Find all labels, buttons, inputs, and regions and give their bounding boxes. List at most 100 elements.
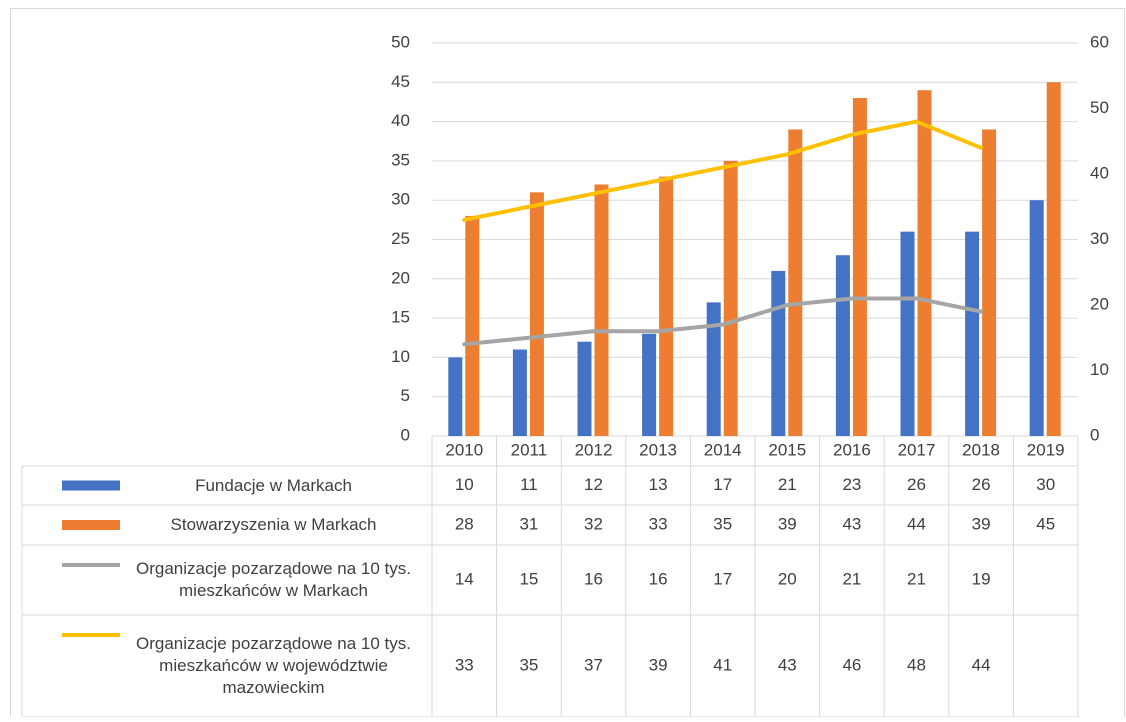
- table-value: 21: [778, 475, 797, 494]
- legend-label-box: Stowarzyszenia w Markach: [170, 515, 377, 534]
- legend-label-box: Fundacje w Markach: [195, 475, 352, 495]
- x-tick-label: 2019: [1027, 440, 1065, 459]
- table-value: 43: [778, 655, 797, 674]
- bar: [577, 341, 592, 436]
- bar: [529, 192, 544, 436]
- table-value: 21: [907, 569, 926, 588]
- table-value: 13: [649, 475, 668, 494]
- legend-label: Fundacje w Markach: [195, 475, 352, 495]
- y-tick-label: 20: [391, 268, 410, 287]
- bar: [723, 160, 738, 436]
- x-tick-label: 2010: [445, 440, 483, 459]
- y-tick-label: 50: [391, 32, 410, 51]
- table-value: 20: [778, 569, 797, 588]
- legend-swatch: [62, 520, 120, 530]
- legend-label-box: Organizacje pozarządowe na 10 tys. miesz…: [136, 634, 411, 697]
- table-value: 33: [649, 514, 668, 533]
- bar: [965, 231, 980, 436]
- x-tick-label: 2011: [511, 440, 548, 459]
- bar: [642, 333, 657, 436]
- line-series: [462, 296, 984, 347]
- legend-label: Organizacje pozarządowe na 10 tys. miesz…: [136, 634, 411, 697]
- chart-frame: [10, 8, 1125, 722]
- y-tick-label: 40: [391, 111, 410, 130]
- y-tick-label: 35: [391, 150, 410, 169]
- table-value: 39: [649, 655, 668, 674]
- table-value: 33: [455, 655, 474, 674]
- y2-tick-label: 20: [1090, 294, 1109, 313]
- y-tick-label: 10: [391, 347, 410, 366]
- table-value: 35: [519, 655, 538, 674]
- bar: [788, 129, 803, 436]
- x-tick-label: 2013: [639, 440, 677, 459]
- table-value: 48: [907, 655, 926, 674]
- legend-label: Stowarzyszenia w Markach: [170, 515, 377, 534]
- y-tick-label: 5: [401, 386, 410, 405]
- table-value: 39: [972, 514, 991, 533]
- y2-tick-label: 0: [1090, 425, 1099, 444]
- legend-label-box: Organizacje pozarządowe na 10 tys. miesz…: [136, 559, 411, 600]
- y-tick-label: 0: [401, 425, 410, 444]
- y-tick-label: 30: [391, 190, 410, 209]
- y-tick-label: 15: [391, 308, 410, 327]
- table-value: 11: [520, 475, 538, 494]
- table-value: 44: [972, 655, 991, 674]
- legend-label: Organizacje pozarządowe na 10 tys. miesz…: [136, 559, 411, 600]
- y-tick-label: 45: [391, 72, 410, 91]
- bar: [465, 215, 480, 436]
- table-value: 16: [584, 569, 603, 588]
- table-value: 28: [455, 514, 474, 533]
- bar: [900, 231, 915, 436]
- table-value: 26: [972, 475, 991, 494]
- bar: [512, 349, 527, 436]
- table-value: 19: [972, 569, 991, 588]
- table-value: 17: [713, 475, 732, 494]
- table-value: 21: [842, 569, 861, 588]
- x-tick-label: 2017: [898, 440, 936, 459]
- bar: [917, 90, 932, 436]
- legend-swatch: [62, 480, 120, 491]
- x-tick-label: 2014: [704, 440, 742, 459]
- x-tick-label: 2015: [768, 440, 806, 459]
- table-value: 23: [842, 475, 861, 494]
- table-value: 26: [907, 475, 926, 494]
- bar: [1029, 200, 1044, 436]
- table-value: 14: [455, 569, 474, 588]
- table-value: 15: [519, 569, 538, 588]
- bar: [448, 357, 463, 436]
- table-value: 46: [842, 655, 861, 674]
- table-value: 16: [649, 569, 668, 588]
- bar: [594, 184, 609, 436]
- bar: [852, 98, 867, 437]
- y2-tick-label: 10: [1090, 360, 1109, 379]
- table-value: 32: [584, 514, 603, 533]
- y2-tick-label: 30: [1090, 229, 1109, 248]
- table-value: 35: [713, 514, 732, 533]
- y2-tick-label: 60: [1090, 32, 1109, 51]
- y2-tick-label: 50: [1090, 98, 1109, 117]
- table-value: 41: [713, 655, 732, 674]
- table-value: 37: [584, 655, 603, 674]
- x-tick-label: 2012: [575, 440, 613, 459]
- x-tick-label: 2018: [962, 440, 1000, 459]
- y2-tick-label: 40: [1090, 163, 1109, 182]
- table-value: 17: [713, 569, 732, 588]
- y-tick-label: 25: [391, 229, 410, 248]
- table-value: 43: [842, 514, 861, 533]
- bar: [706, 302, 721, 436]
- bar: [835, 255, 850, 436]
- table-value: 39: [778, 514, 797, 533]
- x-tick-label: 2016: [833, 440, 871, 459]
- bar: [1046, 82, 1061, 437]
- line-series: [462, 119, 984, 222]
- table-value: 10: [455, 475, 474, 494]
- table-value: 31: [519, 514, 538, 533]
- bar: [659, 176, 674, 436]
- table-value: 45: [1036, 514, 1055, 533]
- table-value: 30: [1036, 475, 1055, 494]
- table-value: 12: [584, 475, 603, 494]
- bar: [771, 270, 786, 436]
- bar: [982, 129, 997, 436]
- table-value: 44: [907, 514, 926, 533]
